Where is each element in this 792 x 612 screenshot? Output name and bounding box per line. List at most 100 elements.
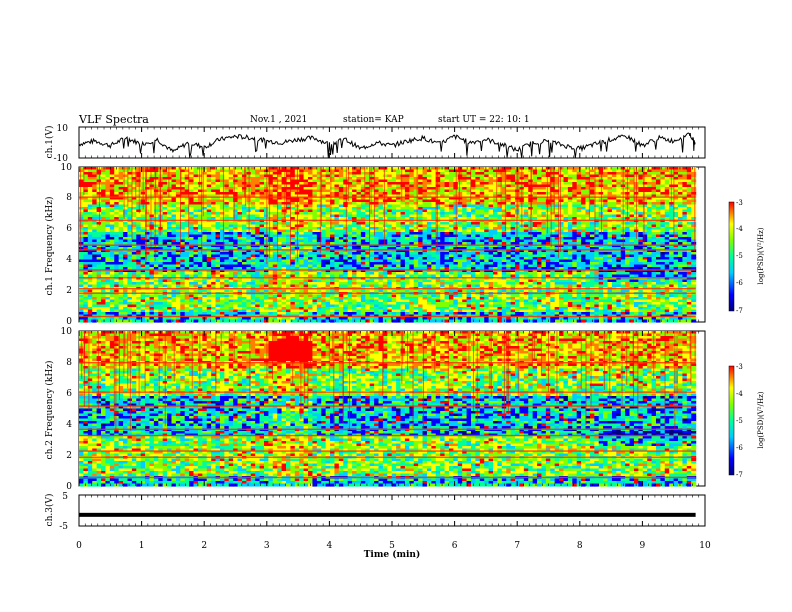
- spectrogram-cell: [352, 179, 358, 183]
- spectrogram-cell: [233, 172, 239, 176]
- spectrogram-cell: [193, 192, 199, 196]
- spectrogram-cell: [250, 187, 256, 191]
- spectrogram-cell: [462, 177, 468, 181]
- spectrogram-cell: [572, 174, 578, 178]
- spectrogram-cell: [233, 182, 239, 186]
- spectrogram-cell: [611, 172, 617, 176]
- spectrogram-cell: [308, 172, 314, 176]
- spectrogram-cell: [576, 167, 582, 171]
- spectrogram-cell: [118, 192, 124, 196]
- spectrogram-cell: [431, 184, 437, 188]
- spectrogram-cell: [673, 174, 679, 178]
- spectrogram-cell: [603, 189, 609, 193]
- spectrogram-cell: [391, 167, 397, 171]
- spectrogram-cell: [92, 172, 98, 176]
- spectrogram-cell: [545, 177, 551, 181]
- spectrogram-cell: [603, 177, 609, 181]
- spectrogram-cell: [365, 177, 371, 181]
- spectrogram-cell: [677, 167, 683, 171]
- spectrogram-cell: [145, 174, 151, 178]
- spectrogram-cell: [638, 187, 644, 191]
- spectrogram-cell: [202, 187, 208, 191]
- spectrogram-cell: [92, 169, 98, 173]
- spectrogram-cell: [660, 167, 666, 171]
- spectrogram-cell: [189, 189, 195, 193]
- spectrogram-cell: [338, 192, 344, 196]
- spectrogram-cell: [497, 169, 503, 173]
- spectrogram-cell: [118, 169, 124, 173]
- spectrogram-cell: [523, 167, 529, 171]
- spectrogram-cell: [607, 179, 613, 183]
- spectrogram-cell: [611, 182, 617, 186]
- spectrogram-cell: [299, 172, 305, 176]
- spectrogram-cell: [682, 189, 688, 193]
- spectrogram-cell: [435, 167, 441, 171]
- spectrogram-cell: [382, 189, 388, 193]
- spectrogram-cell: [387, 167, 393, 171]
- spectrogram-cell: [501, 182, 507, 186]
- spectrogram-cell: [356, 177, 362, 181]
- spectrogram-cell: [180, 182, 186, 186]
- spectrogram-cell: [404, 187, 410, 191]
- spectrogram-cell: [365, 184, 371, 188]
- spectrogram-cell: [334, 192, 340, 196]
- spectrogram-cell: [413, 192, 419, 196]
- spectrogram-cell: [422, 167, 428, 171]
- spectrogram-cell: [215, 167, 221, 171]
- spectrogram-cell: [664, 189, 670, 193]
- spectrogram-cell: [378, 174, 384, 178]
- spectrogram-cell: [338, 169, 344, 173]
- spectrogram-cell: [338, 184, 344, 188]
- spectrogram-cell: [250, 177, 256, 181]
- spectrogram-cell: [228, 167, 234, 171]
- spectrogram-cell: [484, 174, 490, 178]
- spectrogram-cell: [642, 187, 648, 191]
- spectrogram-cell: [281, 179, 287, 183]
- spectrogram-cell: [660, 192, 666, 196]
- spectrogram-cell: [193, 182, 199, 186]
- spectrogram-cell: [162, 192, 168, 196]
- spectrogram-cell: [131, 177, 137, 181]
- spectrogram-cell: [228, 174, 234, 178]
- spectrogram-cell: [277, 167, 283, 171]
- spectrogram-cell: [493, 179, 499, 183]
- spectrogram-cell: [488, 174, 494, 178]
- spectrogram-cell: [541, 184, 547, 188]
- spectrogram-cell: [347, 172, 353, 176]
- spectrogram-cell: [219, 174, 225, 178]
- spectrogram-cell: [647, 179, 653, 183]
- spectrogram-cell: [268, 172, 274, 176]
- spectrogram-cell: [224, 184, 230, 188]
- spectrogram-cell: [202, 189, 208, 193]
- spectrogram-cell: [325, 189, 331, 193]
- spectrogram-cell: [567, 179, 573, 183]
- spectrogram-cell: [537, 167, 543, 171]
- spectrogram-cell: [101, 184, 107, 188]
- spectrogram-cell: [413, 169, 419, 173]
- spectrogram-cell: [338, 177, 344, 181]
- spectrogram-cell: [581, 169, 587, 173]
- spectrogram-cell: [167, 184, 173, 188]
- spectrogram-cell: [303, 167, 309, 171]
- spectrogram-cell: [303, 177, 309, 181]
- spectrogram-cell: [466, 179, 472, 183]
- spectrogram-cell: [484, 167, 490, 171]
- spectrogram-cell: [171, 182, 177, 186]
- spectrogram-cell: [127, 172, 133, 176]
- spectrogram-cell: [277, 192, 283, 196]
- spectrogram-cell: [682, 182, 688, 186]
- spectrogram-cell: [180, 177, 186, 181]
- spectrogram-cell: [83, 184, 89, 188]
- spectrogram-cell: [338, 174, 344, 178]
- spectrogram-cell: [444, 177, 450, 181]
- spectrogram-cell: [638, 192, 644, 196]
- spectrogram-cell: [655, 192, 661, 196]
- spectrogram-cell: [572, 179, 578, 183]
- spectrogram-cell: [572, 184, 578, 188]
- spectrogram-cell: [228, 177, 234, 181]
- spectrogram-cell: [691, 179, 697, 183]
- spectrogram-cell: [219, 189, 225, 193]
- spectrogram-cell: [585, 184, 591, 188]
- spectrogram-cell: [391, 169, 397, 173]
- spectrogram-cell: [325, 177, 331, 181]
